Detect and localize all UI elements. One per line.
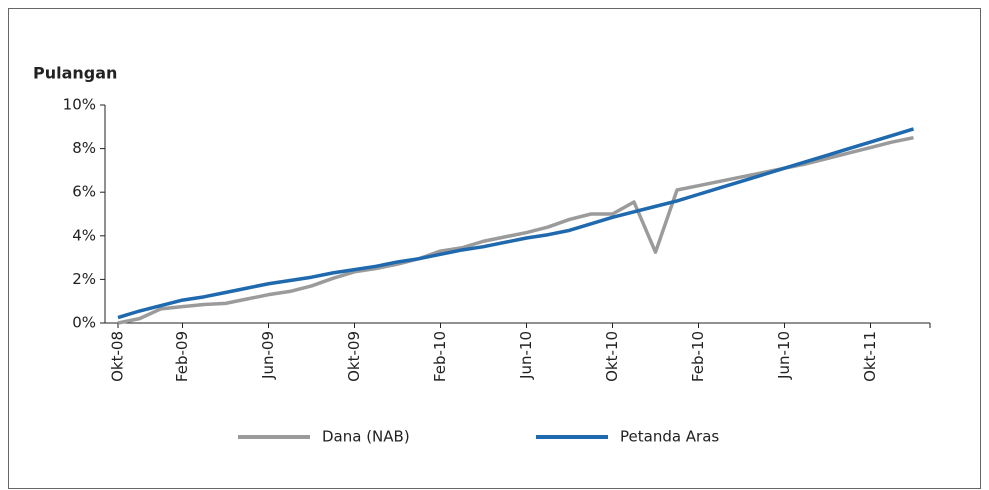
chart-title: Pulangan bbox=[33, 64, 117, 83]
y-tick-label: 8% bbox=[72, 139, 96, 157]
y-tick-label: 4% bbox=[72, 226, 96, 244]
legend-label: Dana (NAB) bbox=[322, 428, 410, 446]
legend-label: Petanda Aras bbox=[620, 428, 719, 446]
x-tick-label: Jun-10 bbox=[775, 331, 793, 380]
x-tick-label: Okt-09 bbox=[345, 331, 363, 382]
y-tick-label: 0% bbox=[72, 314, 96, 332]
x-tick-label: Feb-10 bbox=[689, 331, 707, 382]
x-tick-label: Okt-11 bbox=[861, 331, 879, 382]
x-tick-label: Okt-08 bbox=[109, 331, 127, 382]
y-tick-label: 6% bbox=[72, 183, 96, 201]
x-tick-label: Okt-10 bbox=[603, 331, 621, 382]
y-tick-label: 10% bbox=[63, 96, 96, 114]
x-tick-label: Jun-10 bbox=[517, 331, 535, 380]
x-tick-label: Feb-09 bbox=[173, 331, 191, 382]
x-tick-label: Feb-10 bbox=[431, 331, 449, 382]
line-series bbox=[117, 127, 915, 320]
frame bbox=[8, 8, 981, 489]
y-tick-label: 2% bbox=[72, 270, 96, 288]
x-tick-label: Jun-09 bbox=[259, 331, 277, 380]
